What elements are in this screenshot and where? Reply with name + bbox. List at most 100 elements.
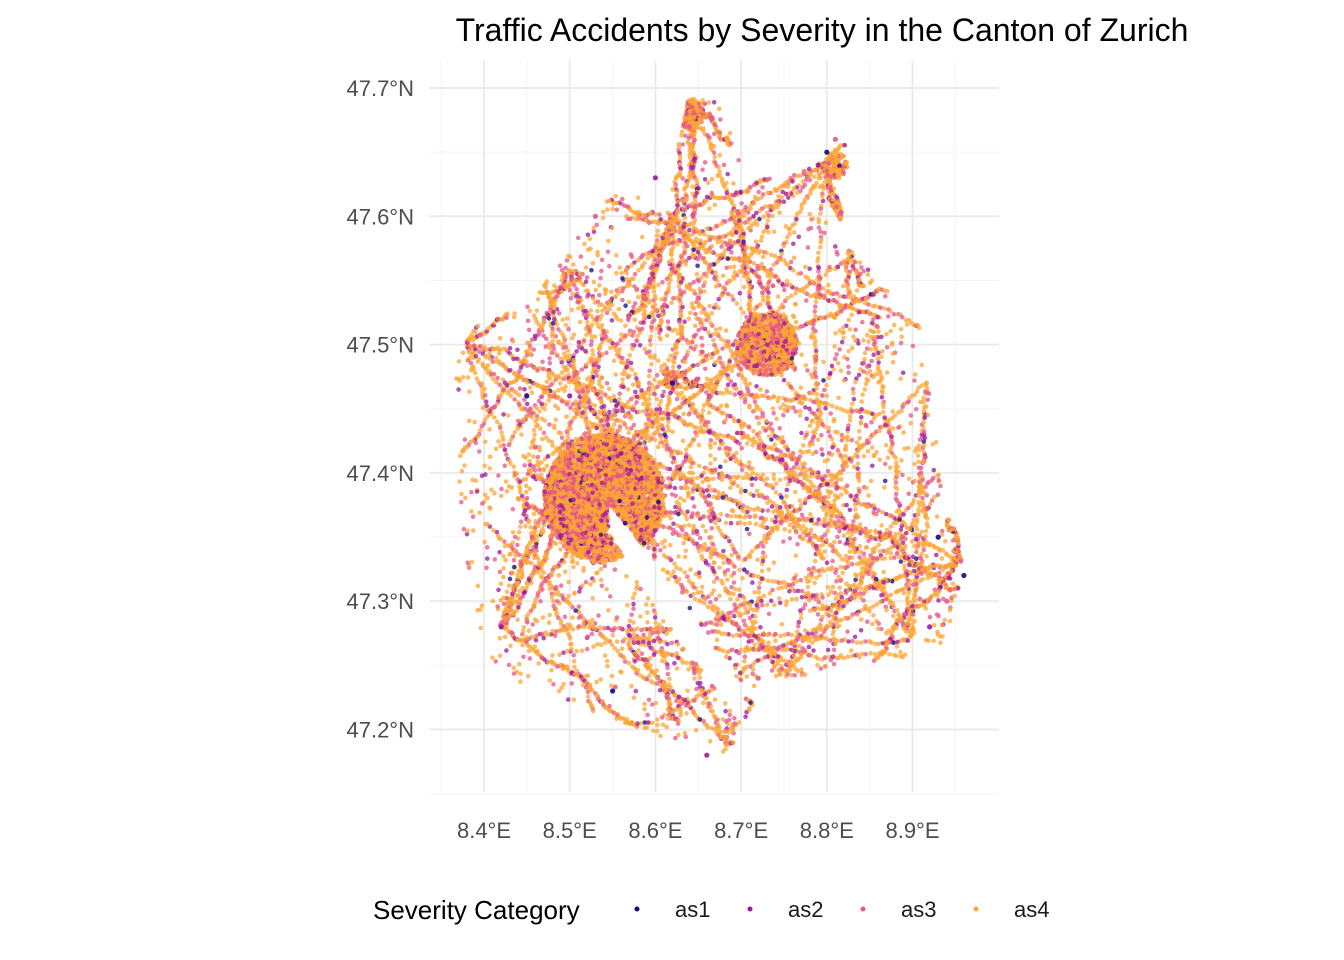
- point-as4: [634, 429, 639, 435]
- point-as4: [742, 648, 748, 654]
- point-as4: [717, 565, 722, 571]
- point-as3: [739, 467, 745, 473]
- point-as4: [828, 516, 833, 522]
- point-as2: [673, 504, 678, 510]
- point-as4: [885, 639, 890, 645]
- point-as4: [865, 448, 871, 454]
- point-as4: [845, 654, 851, 660]
- point-as3: [892, 555, 897, 560]
- point-as4: [735, 597, 740, 602]
- point-as2: [804, 416, 809, 422]
- point-as3: [665, 319, 671, 325]
- point-as3: [864, 346, 870, 351]
- point-as3: [497, 425, 503, 431]
- point-as3: [604, 350, 609, 356]
- point-as4: [630, 664, 635, 670]
- point-as4: [859, 651, 865, 657]
- point-as4: [771, 262, 776, 268]
- point-as4: [636, 268, 641, 273]
- point-as2: [633, 389, 638, 395]
- point-as4: [832, 539, 837, 545]
- point-as4: [915, 453, 921, 458]
- point-as4: [524, 635, 529, 640]
- point-as2: [841, 603, 846, 609]
- point-as4: [753, 194, 758, 200]
- point-as4: [789, 597, 795, 602]
- point-as2: [806, 644, 812, 650]
- point-as3: [742, 654, 748, 659]
- point-as4: [870, 329, 876, 335]
- point-as3: [639, 627, 644, 633]
- point-as4: [812, 534, 817, 540]
- point-as4: [541, 570, 547, 575]
- point-as4: [882, 650, 888, 655]
- point-as4: [666, 570, 671, 576]
- point-as4: [832, 636, 838, 642]
- point-as3: [712, 342, 717, 348]
- point-as3: [899, 315, 905, 320]
- point-as4: [542, 418, 548, 423]
- point-as4: [573, 414, 578, 420]
- point-as4: [879, 523, 884, 528]
- point-as4: [805, 584, 811, 590]
- point-as4: [802, 461, 808, 466]
- point-as4: [537, 562, 542, 568]
- point-as4: [859, 399, 864, 404]
- point-as4: [782, 632, 787, 638]
- point-as4: [840, 570, 846, 576]
- point-as4: [877, 549, 883, 554]
- point-as1: [821, 378, 826, 383]
- point-as4: [597, 625, 603, 630]
- point-as4: [798, 615, 804, 621]
- point-as4: [854, 288, 860, 293]
- point-as3: [631, 329, 636, 335]
- point-as4: [799, 352, 804, 358]
- point-as4: [565, 436, 571, 441]
- point-as3: [834, 352, 839, 357]
- point-as4: [872, 651, 878, 657]
- point-as4: [508, 643, 513, 649]
- point-as3: [837, 347, 842, 352]
- point-as4: [862, 357, 867, 362]
- point-as4: [820, 614, 825, 620]
- point-as4: [847, 418, 853, 423]
- point-as4: [731, 181, 736, 186]
- point-as4: [547, 586, 553, 592]
- point-as2: [909, 603, 915, 609]
- point-as3: [652, 554, 658, 559]
- point-as3: [921, 429, 927, 435]
- point-as3: [725, 413, 730, 418]
- point-as4: [602, 304, 608, 310]
- point-as4: [733, 513, 739, 519]
- point-as2: [828, 370, 833, 376]
- point-as4: [771, 602, 777, 608]
- point-as4: [756, 590, 762, 595]
- point-as4: [497, 653, 503, 658]
- point-as4: [662, 219, 668, 225]
- point-as3: [732, 564, 737, 569]
- point-as4: [547, 612, 552, 618]
- point-as4: [761, 214, 767, 220]
- point-as4: [582, 404, 588, 409]
- point-as4: [644, 636, 649, 641]
- point-as4: [743, 610, 748, 616]
- point-as4: [529, 573, 534, 578]
- point-as3: [851, 519, 856, 524]
- point-as4: [893, 484, 898, 490]
- point-as4: [654, 233, 660, 238]
- point-as2: [882, 415, 887, 420]
- point-as4: [599, 642, 604, 648]
- point-as4: [735, 483, 741, 489]
- point-as3: [863, 639, 868, 644]
- point-as4: [766, 640, 771, 645]
- point-as2: [859, 414, 864, 420]
- point-as4: [708, 555, 713, 560]
- point-as3: [583, 579, 589, 585]
- point-as4: [624, 425, 630, 431]
- point-as2: [848, 493, 853, 499]
- point-as4: [532, 568, 538, 574]
- point-as4: [686, 316, 692, 322]
- point-as4: [676, 142, 682, 147]
- point-as3: [925, 397, 931, 403]
- point-as2: [829, 363, 835, 369]
